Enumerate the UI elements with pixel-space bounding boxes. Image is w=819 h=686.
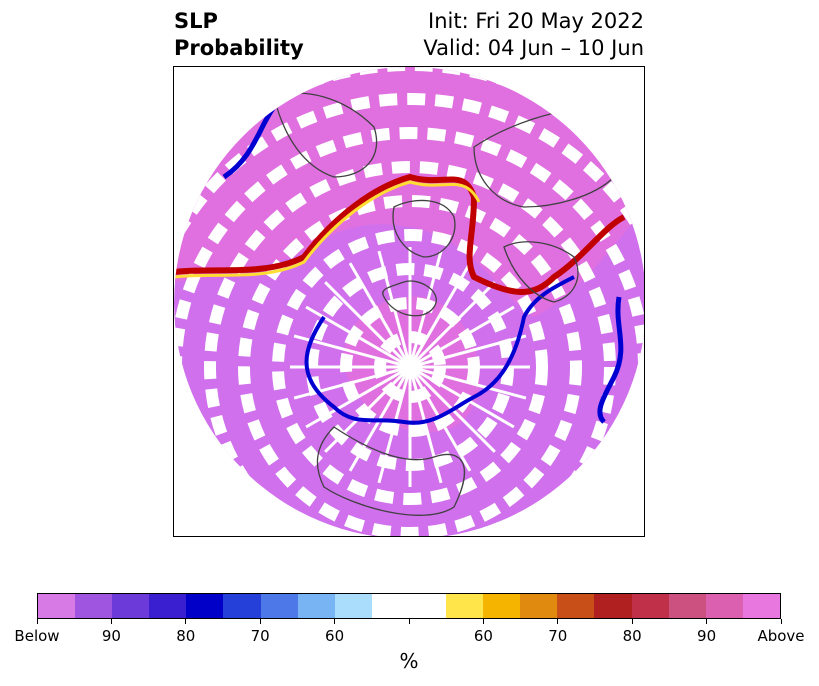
colorbar-swatch	[38, 594, 76, 618]
colorbar-tick-label: 60	[325, 627, 345, 645]
probability-spoke	[409, 305, 515, 369]
colorbar-tick	[110, 619, 112, 624]
colorbar-swatch	[260, 594, 298, 618]
colorbar-tick	[334, 619, 336, 624]
colorbar-swatch	[631, 594, 669, 618]
colorbar-swatch	[186, 594, 224, 618]
colorbar-swatch	[75, 594, 113, 618]
probability-spoke	[377, 366, 412, 484]
colorbar-swatch	[742, 594, 780, 618]
init-date: Init: Fri 20 May 2022	[428, 9, 644, 33]
polar-map	[174, 67, 644, 536]
colorbar-swatch	[668, 594, 706, 618]
colorbar-tick	[631, 619, 633, 624]
colorbar-tick	[408, 619, 410, 624]
probability-spoke	[305, 365, 411, 429]
colorbar-tick	[185, 619, 187, 624]
colorbar-tick-label: 60	[473, 627, 493, 645]
probability-spoke	[408, 250, 443, 368]
probability-spoke	[293, 334, 411, 369]
probability-spoke	[324, 281, 412, 369]
colorbar-tick-label: 70	[548, 627, 568, 645]
colorbar-swatch	[557, 594, 595, 618]
probability-spoke	[409, 365, 527, 400]
variable-label: SLP	[174, 9, 218, 33]
colorbar-tick-label: 90	[101, 627, 121, 645]
probability-spoke	[348, 262, 412, 368]
probability-spoke	[409, 365, 515, 429]
probability-spoke	[293, 365, 411, 400]
probability-ring	[238, 195, 582, 536]
probability-field	[174, 67, 644, 536]
probability-ring	[174, 93, 644, 536]
colorbar-tick	[706, 619, 708, 624]
colorbar-tick	[482, 619, 484, 624]
boundary-west-blue	[222, 105, 277, 180]
colorbar-tick-label: Below	[14, 627, 60, 645]
map-panel	[173, 66, 645, 537]
colorbar-swatch	[594, 594, 632, 618]
colorbar-swatch	[223, 594, 261, 618]
colorbar-swatch	[297, 594, 335, 618]
colorbar-swatch	[520, 594, 558, 618]
boundary-east-blue	[597, 296, 624, 424]
probability-spoke	[408, 366, 443, 484]
probability-spoke	[408, 281, 496, 369]
colorbar-swatch	[705, 594, 743, 618]
probability-ring	[272, 229, 548, 505]
colorbar-tick	[36, 619, 38, 624]
colorbar-tick-label: 80	[176, 627, 196, 645]
colorbar-tick-label: Above	[757, 627, 805, 645]
colorbar-swatch	[408, 594, 447, 618]
colorbar-swatch	[446, 594, 484, 618]
probability-spoke	[408, 262, 472, 368]
product-label: Probability	[174, 36, 304, 60]
valid-range: Valid: 04 Jun – 10 Jun	[423, 36, 644, 60]
boundary-blue	[304, 275, 575, 425]
colorbar-tick-label: 80	[622, 627, 642, 645]
probability-ring	[204, 161, 616, 536]
probability-spoke	[409, 334, 527, 369]
chart-title: SLP Probability	[174, 8, 304, 62]
colorbar-swatch	[334, 594, 372, 618]
colorbar-tick-label: 90	[697, 627, 717, 645]
date-info: Init: Fri 20 May 2022 Valid: 04 Jun – 10…	[423, 8, 644, 62]
colorbar-tick	[557, 619, 559, 624]
boundary-yellow	[174, 180, 481, 279]
colorbar-swatch	[371, 594, 409, 618]
colorbar-swatch	[483, 594, 521, 618]
colorbar-tick	[259, 619, 261, 624]
colorbar-swatch	[112, 594, 150, 618]
probability-spoke	[324, 365, 412, 453]
colorbar-tick	[780, 619, 782, 624]
colorbar-tick-label: 70	[250, 627, 270, 645]
colorbar	[37, 593, 781, 619]
probability-spoke	[408, 366, 472, 472]
colorbar-swatch	[149, 594, 187, 618]
colorbar-unit: %	[399, 649, 419, 673]
